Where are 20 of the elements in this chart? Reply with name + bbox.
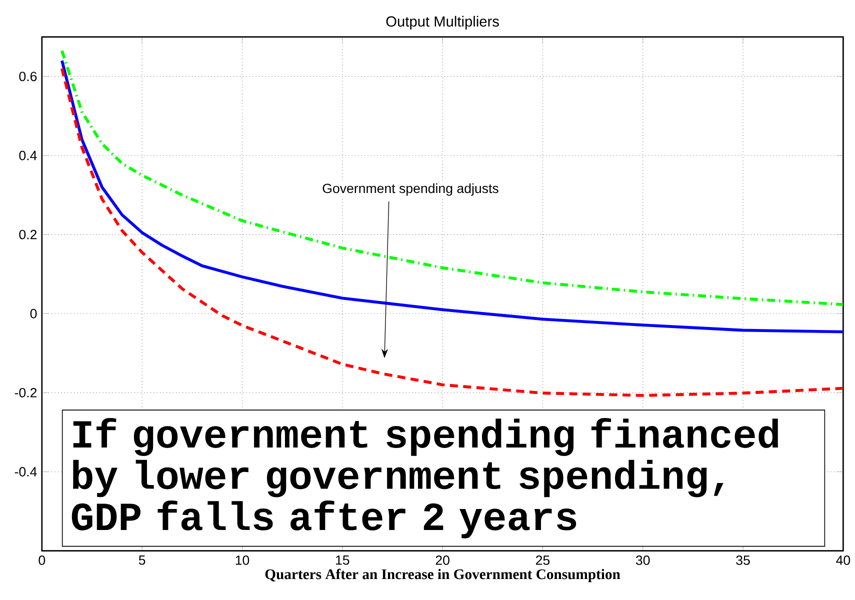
y-tick-label: -0.4	[14, 467, 37, 477]
chart-title: Output Multipliers	[386, 16, 499, 30]
x-tick-label: 15	[336, 556, 350, 565]
y-tick-label: -0.2	[14, 388, 37, 398]
x-tick-label: 30	[636, 556, 650, 566]
line-series	[60, 67, 844, 398]
y-tick-label: 0.4	[19, 150, 37, 160]
x-tick-label: 40	[836, 556, 850, 566]
x-tick-label: 5	[138, 556, 146, 565]
annotation: Government spending adjusts	[322, 183, 498, 196]
x-axis-title: Quarters After an Increase in Government Consumption	[265, 568, 620, 582]
y-tick-label: 0.2	[19, 230, 37, 240]
annotation: If government spending financed by lower government spending, GDP falls after 2 years	[72, 418, 778, 538]
x-tick-label: 10	[236, 556, 250, 566]
x-tick-label: 25	[536, 556, 550, 566]
y-tick-label: 0.6	[19, 72, 37, 82]
x-tick-label: 20	[436, 556, 450, 566]
x-tick-label: 35	[736, 556, 750, 566]
y-tick-label: 0	[30, 309, 37, 318]
x-tick-label: 0	[38, 556, 46, 566]
